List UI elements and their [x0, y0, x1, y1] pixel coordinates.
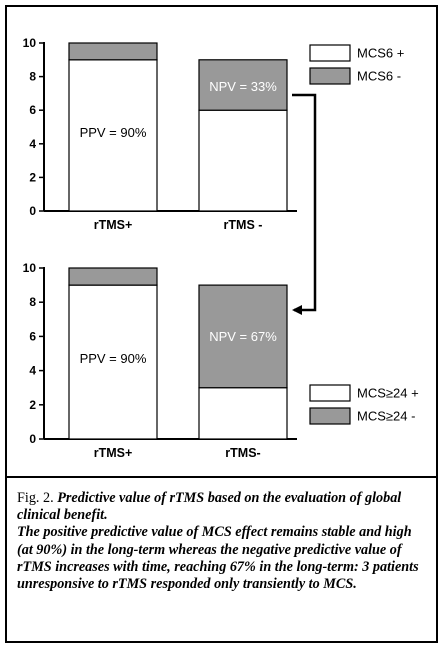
chart1-category-label: rTMS+ — [94, 218, 133, 232]
chart1-y-tick-label: 4 — [29, 137, 36, 151]
caption-box: Fig. 2. Predictive value of rTMS based o… — [7, 476, 436, 641]
chart2-annotation: NPV = 67% — [209, 329, 277, 344]
chart2-y-tick-label: 4 — [29, 364, 36, 378]
chart1-legend-label: MCS6 + — [357, 46, 404, 61]
chart2-y-tick-label: 0 — [29, 432, 36, 446]
chart2-annotation: PPV = 90% — [80, 351, 147, 366]
chart2-legend-label: MCS≥24 + — [357, 386, 419, 401]
chart1-annotation: PPV = 90% — [80, 125, 147, 140]
chart2-bar-1-segment-1 — [68, 284, 158, 440]
figure-area: 0 2 4 6 8 10 rTMS+ rTMS - PPV = 90% NPV = 33% MCS6… — [7, 7, 436, 474]
chart2-y-tick-label: 6 — [29, 329, 36, 343]
chart1-bar-2-segment-1 — [198, 109, 288, 212]
chart2-y-tick-label: 2 — [29, 398, 36, 412]
chart1-category-label: rTMS - — [224, 218, 263, 232]
chart2-bar-1-segment-2 — [68, 267, 158, 286]
chart1-annotation: NPV = 33% — [209, 79, 277, 94]
chart1-y-tick-label: 6 — [29, 103, 36, 117]
charts-svg: 0 2 4 6 8 10 rTMS+ rTMS - PPV = 90% NPV = 33% MCS6… — [23, 36, 419, 460]
chart1-bar-1-segment-2 — [68, 42, 158, 61]
chart2-category-label: rTMS+ — [94, 446, 133, 460]
caption-lead: Fig. 2. — [17, 490, 58, 506]
chart2-bar-2-segment-2 — [198, 284, 288, 389]
figure-caption: Fig. 2. Predictive value of rTMS based o… — [17, 490, 424, 593]
connector-arrow — [292, 93, 317, 315]
caption-body: The positive predictive value of MCS eff… — [17, 524, 419, 593]
chart1-legend-label: MCS6 - — [357, 69, 401, 84]
caption-title: Predictive value of rTMS based on the ev… — [17, 490, 402, 524]
chart1-y-tick-label: 0 — [29, 204, 36, 218]
chart1-legend-swatch — [309, 44, 351, 62]
chart1-y-tick-label: 2 — [29, 170, 36, 184]
chart1-bar-2-segment-2 — [198, 59, 288, 111]
chart2-category-label: rTMS- — [225, 446, 260, 460]
chart1-bar-1-segment-1 — [68, 59, 158, 212]
chart1-y-tick-label: 10 — [23, 36, 37, 50]
chart1-legend-swatch — [309, 67, 351, 85]
chart1-y-tick-label: 8 — [29, 70, 36, 84]
chart2-legend-swatch — [309, 384, 351, 402]
chart2-legend-swatch — [309, 407, 351, 425]
chart2-bar-2-segment-1 — [198, 387, 288, 440]
chart2-y-tick-label: 8 — [29, 295, 36, 309]
chart2-y-tick-label: 10 — [23, 261, 37, 275]
chart2-legend-label: MCS≥24 - — [357, 409, 415, 424]
figure-frame — [5, 5, 438, 643]
